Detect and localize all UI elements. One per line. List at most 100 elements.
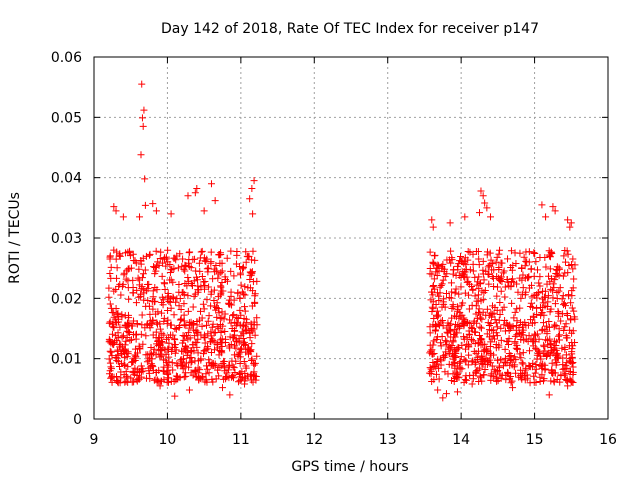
data-point — [194, 349, 202, 357]
data-point — [241, 283, 249, 291]
data-point — [543, 330, 551, 338]
data-point — [488, 310, 496, 318]
data-point — [253, 314, 261, 322]
data-point — [231, 327, 239, 335]
data-point — [162, 262, 170, 270]
data-point — [226, 316, 234, 324]
data-point — [114, 312, 122, 320]
data-point — [486, 249, 494, 257]
data-point — [542, 336, 550, 344]
data-point — [485, 280, 493, 288]
data-point — [125, 328, 133, 336]
data-point — [567, 219, 575, 227]
data-point — [200, 207, 208, 215]
data-point — [147, 351, 155, 359]
data-point — [493, 332, 501, 340]
data-point — [249, 371, 257, 379]
data-point — [452, 272, 460, 280]
data-point — [504, 321, 512, 329]
data-point — [445, 294, 453, 302]
data-point — [571, 315, 579, 323]
data-point — [447, 327, 455, 335]
data-point — [191, 290, 199, 298]
data-point — [458, 301, 466, 309]
data-point — [569, 265, 577, 273]
data-point — [144, 281, 152, 289]
data-point — [164, 345, 172, 353]
data-point — [129, 276, 137, 284]
data-point — [465, 305, 473, 313]
data-point — [207, 302, 215, 310]
data-point — [179, 255, 187, 263]
data-point — [137, 257, 145, 265]
data-point — [533, 294, 541, 302]
data-point — [457, 253, 465, 261]
data-point — [543, 322, 551, 330]
data-point — [138, 274, 146, 282]
data-point — [475, 255, 483, 263]
data-point — [448, 288, 456, 296]
data-point — [432, 268, 440, 276]
data-point — [495, 341, 503, 349]
data-point — [538, 309, 546, 317]
data-point — [496, 311, 504, 319]
data-point — [448, 305, 456, 313]
data-point — [542, 213, 550, 221]
data-point — [227, 247, 235, 255]
data-point — [244, 344, 252, 352]
data-point — [180, 311, 188, 319]
data-point — [175, 281, 183, 289]
data-point — [169, 331, 177, 339]
data-point — [181, 261, 189, 269]
data-point — [182, 322, 190, 330]
data-point — [135, 344, 143, 352]
data-point — [249, 210, 257, 218]
data-point — [478, 315, 486, 323]
data-point — [482, 267, 490, 275]
data-point — [112, 207, 120, 215]
data-point — [175, 302, 183, 310]
data-point — [122, 275, 130, 283]
data-point — [146, 350, 154, 358]
data-point — [432, 370, 440, 378]
data-point — [556, 331, 564, 339]
data-point — [428, 270, 436, 278]
data-point — [446, 345, 454, 353]
data-point — [226, 361, 234, 369]
data-point — [501, 358, 509, 366]
x-axis-label: GPS time / hours — [291, 459, 408, 475]
data-point — [541, 325, 549, 333]
data-point — [447, 247, 455, 255]
data-point — [248, 340, 256, 348]
data-point — [112, 255, 120, 263]
data-point — [130, 317, 138, 325]
data-point — [439, 276, 447, 284]
data-point — [107, 263, 115, 271]
data-point — [116, 340, 124, 348]
data-point — [483, 204, 491, 212]
data-point — [475, 308, 483, 316]
data-point — [233, 313, 241, 321]
data-point — [438, 263, 446, 271]
data-point — [541, 254, 549, 262]
data-point — [198, 314, 206, 322]
data-point — [205, 283, 213, 291]
data-point — [511, 249, 519, 257]
data-point — [527, 335, 535, 343]
data-point — [108, 308, 116, 316]
data-point — [461, 376, 469, 384]
data-point — [475, 261, 483, 269]
data-point — [249, 378, 257, 386]
data-point — [569, 363, 577, 371]
data-point — [545, 317, 553, 325]
data-point — [480, 276, 488, 284]
data-point — [229, 312, 237, 320]
data-point — [507, 372, 515, 380]
data-point — [241, 303, 249, 311]
data-point — [190, 347, 198, 355]
data-point — [505, 322, 513, 330]
data-point — [483, 305, 491, 313]
data-point — [178, 262, 186, 270]
data-point — [227, 340, 235, 348]
data-point — [446, 219, 454, 227]
